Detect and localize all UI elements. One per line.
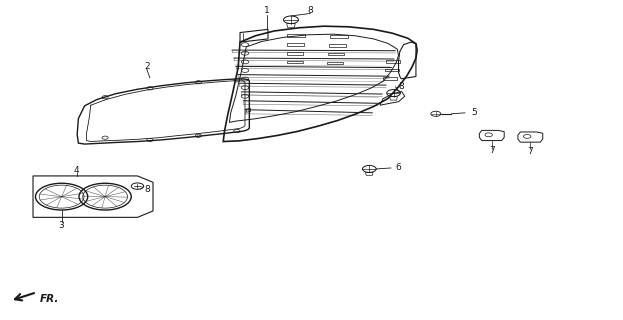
Text: FR.: FR.: [40, 294, 59, 304]
Text: 4: 4: [74, 166, 79, 175]
Text: 2: 2: [144, 61, 150, 70]
Text: 3: 3: [59, 221, 65, 230]
Text: 7: 7: [528, 147, 533, 156]
Text: 8: 8: [144, 185, 150, 194]
Text: 8: 8: [307, 6, 313, 15]
Text: 5: 5: [472, 108, 477, 117]
Text: 6: 6: [396, 164, 401, 172]
Text: 8: 8: [399, 82, 404, 91]
Text: 1: 1: [264, 6, 270, 15]
Text: 7: 7: [489, 146, 495, 155]
